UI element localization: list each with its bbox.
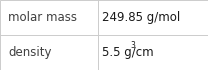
Text: 249.85 g/mol: 249.85 g/mol [102, 11, 180, 24]
Text: 5.5 g/cm: 5.5 g/cm [102, 46, 154, 59]
Text: molar mass: molar mass [8, 11, 77, 24]
Text: density: density [8, 46, 52, 59]
Text: 3: 3 [130, 41, 135, 50]
